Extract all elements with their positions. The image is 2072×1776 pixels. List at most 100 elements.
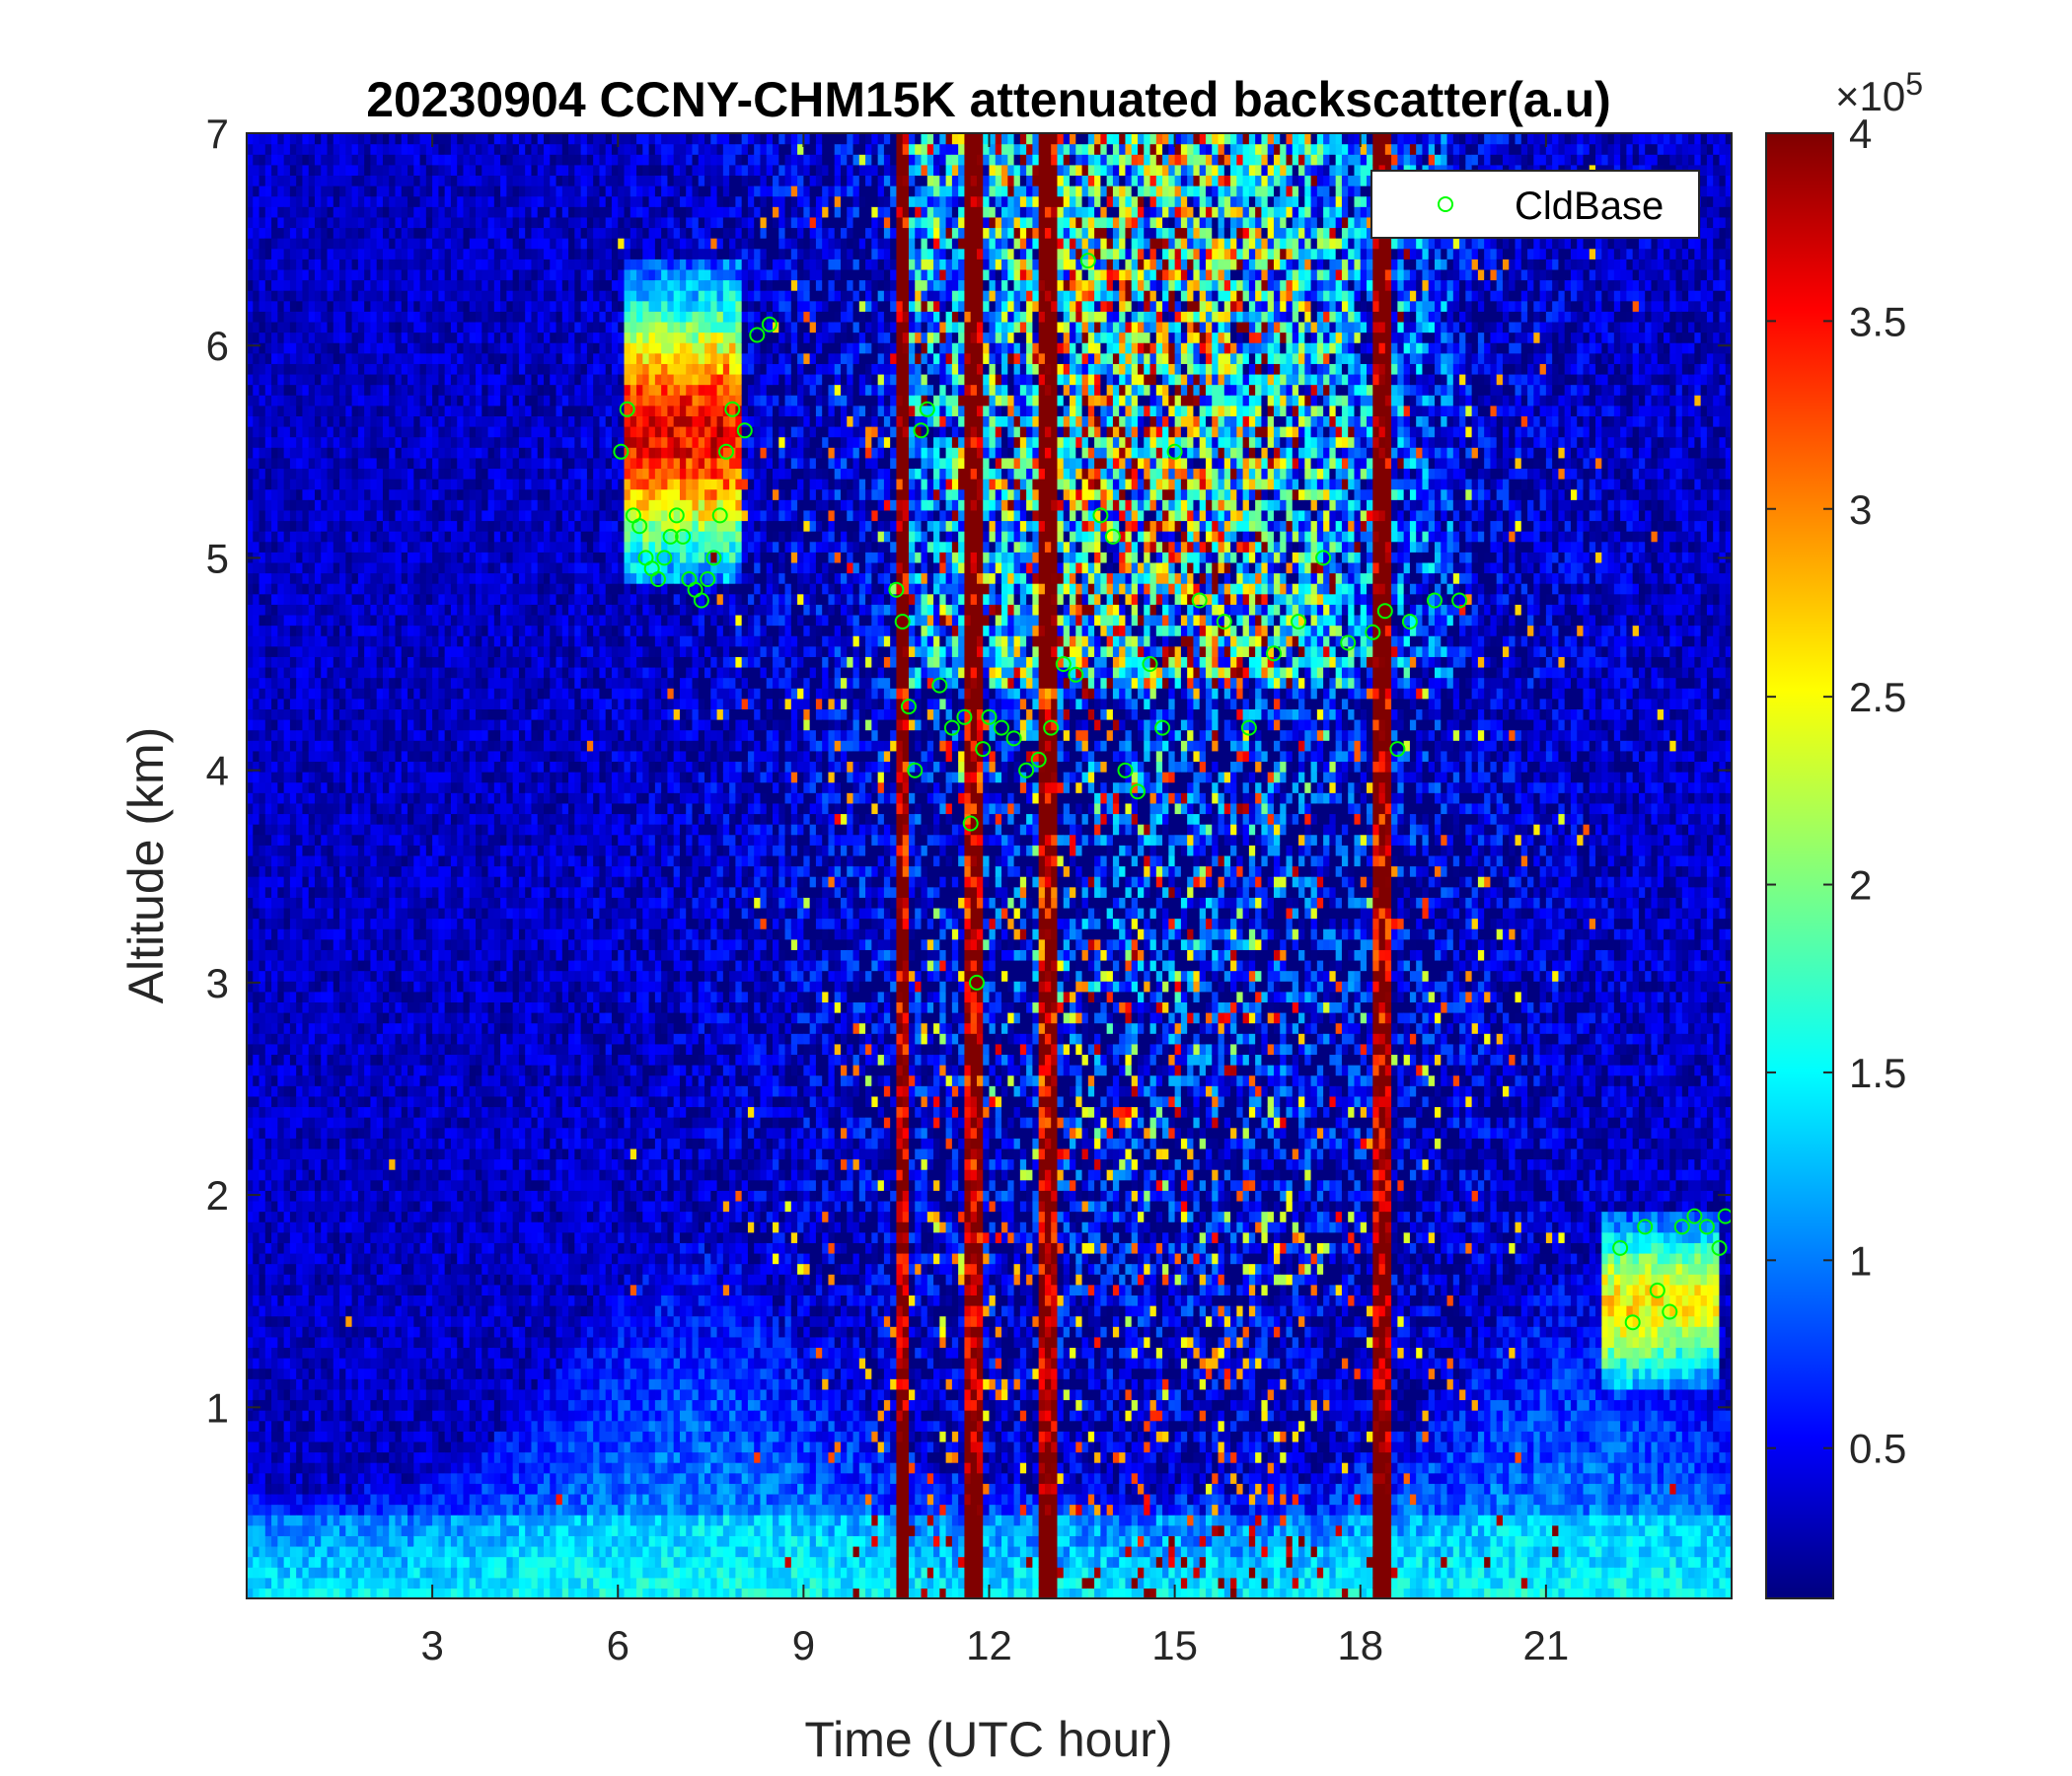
heatmap-cell: [259, 1001, 266, 1012]
heatmap-cell: [402, 196, 408, 207]
heatmap-cell: [333, 1201, 340, 1212]
heatmap-cell: [315, 415, 322, 426]
heatmap-cell: [247, 919, 254, 929]
heatmap-cell: [296, 447, 303, 458]
heatmap-cell: [290, 1085, 297, 1096]
heatmap-cell: [389, 353, 396, 364]
heatmap-cell: [271, 1389, 278, 1400]
heatmap-cell: [321, 1253, 328, 1264]
heatmap-cell: [370, 437, 377, 448]
heatmap-cell: [402, 1001, 408, 1012]
heatmap-cell: [358, 782, 365, 793]
heatmap-cell: [296, 1128, 303, 1139]
heatmap-cell: [265, 1326, 272, 1337]
heatmap-cell: [389, 1546, 396, 1557]
heatmap-cell: [296, 1001, 303, 1012]
heatmap-cell: [328, 981, 334, 992]
heatmap-cell: [413, 992, 420, 1002]
heatmap-cell: [315, 468, 322, 479]
heatmap-cell: [259, 1201, 266, 1212]
heatmap-cell: [271, 426, 278, 437]
heatmap-cell: [321, 531, 328, 542]
heatmap-cell: [413, 1588, 420, 1598]
heatmap-cell: [389, 1452, 396, 1463]
heatmap-cell: [333, 458, 340, 469]
heatmap-cell: [413, 1159, 420, 1170]
heatmap-cell: [396, 876, 403, 887]
heatmap-cell: [321, 1473, 328, 1484]
heatmap-cell: [296, 824, 303, 835]
heatmap-cell: [321, 845, 328, 855]
heatmap-cell: [259, 447, 266, 458]
heatmap-cell: [389, 897, 396, 908]
heatmap-cell: [370, 311, 377, 322]
heatmap-cell: [333, 290, 340, 301]
heatmap-cell: [364, 415, 371, 426]
heatmap-cell: [284, 144, 291, 155]
heatmap-cell: [265, 468, 272, 479]
heatmap-cell: [352, 1128, 359, 1139]
heatmap-cell: [370, 708, 377, 719]
heatmap-cell: [389, 1085, 396, 1096]
heatmap-cell: [345, 227, 352, 238]
heatmap-cell: [396, 562, 403, 573]
heatmap-cell: [352, 1462, 359, 1473]
heatmap-cell: [339, 678, 346, 689]
heatmap-cell: [370, 1462, 377, 1473]
heatmap-cell: [396, 887, 403, 898]
heatmap-cell: [315, 249, 322, 259]
heatmap-cell: [396, 803, 403, 814]
heatmap-cell: [315, 656, 322, 667]
heatmap-cell: [277, 678, 284, 689]
heatmap-cell: [290, 1075, 297, 1086]
heatmap-cell: [315, 1075, 322, 1086]
heatmap-cell: [333, 1295, 340, 1305]
heatmap-cell: [328, 887, 334, 898]
heatmap-cell: [328, 468, 334, 479]
heatmap-cell: [328, 510, 334, 521]
heatmap-cell: [315, 144, 322, 155]
heatmap-cell: [370, 626, 377, 636]
heatmap-cell: [364, 1431, 371, 1442]
heatmap-cell: [284, 406, 291, 416]
heatmap-cell: [333, 1347, 340, 1358]
heatmap-cell: [389, 792, 396, 803]
heatmap-cell: [402, 290, 408, 301]
heatmap-cell: [389, 573, 396, 584]
heatmap-cell: [284, 1128, 291, 1139]
heatmap-cell: [247, 520, 254, 531]
heatmap-cell: [358, 468, 365, 479]
heatmap-cell: [389, 939, 396, 950]
heatmap-cell: [277, 353, 284, 364]
heatmap-cell: [345, 1232, 352, 1243]
heatmap-cell: [284, 1535, 291, 1546]
heatmap-cell: [290, 353, 297, 364]
heatmap-cell: [333, 971, 340, 982]
heatmap-cell: [296, 919, 303, 929]
heatmap-cell: [296, 415, 303, 426]
heatmap-cell: [358, 447, 365, 458]
heatmap-cell: [383, 1567, 390, 1578]
heatmap-cell: [290, 772, 297, 782]
heatmap-cell: [383, 1044, 390, 1055]
heatmap-cell: [259, 782, 266, 793]
heatmap-cell: [315, 1399, 322, 1410]
heatmap-cell: [296, 259, 303, 269]
heatmap-cell: [396, 646, 403, 657]
heatmap-cell: [315, 165, 322, 176]
heatmap-cell: [277, 803, 284, 814]
heatmap-cell: [402, 1588, 408, 1598]
heatmap-cell: [339, 552, 346, 562]
heatmap-cell: [413, 835, 420, 846]
heatmap-cell: [339, 1421, 346, 1432]
heatmap-cell: [271, 626, 278, 636]
heatmap-cell: [296, 699, 303, 709]
heatmap-cell: [396, 1525, 403, 1536]
heatmap-cell: [315, 531, 322, 542]
heatmap-cell: [345, 1483, 352, 1494]
heatmap-cell: [407, 437, 414, 448]
heatmap-cell: [389, 196, 396, 207]
heatmap-cell: [339, 845, 346, 855]
heatmap-cell: [296, 133, 303, 144]
heatmap-cell: [309, 949, 316, 960]
